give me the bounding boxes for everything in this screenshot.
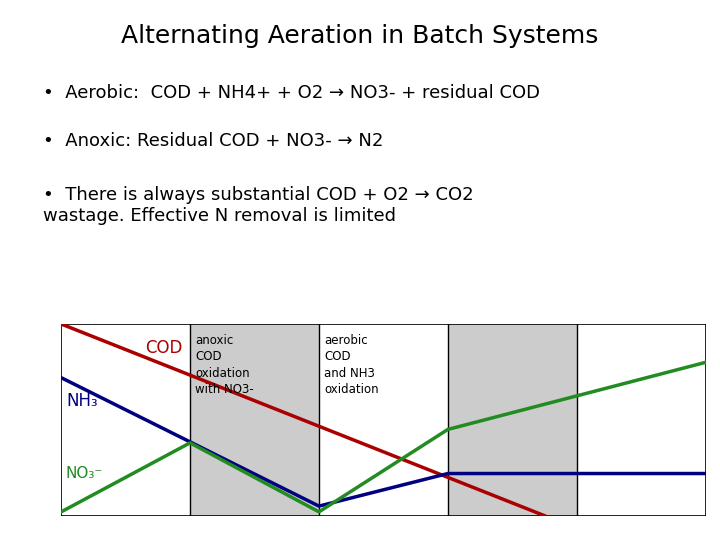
Bar — [190, 324, 319, 516]
Text: anoxic
COD
oxidation
with NO3-: anoxic COD oxidation with NO3- — [195, 334, 254, 396]
Text: •  Anoxic: Residual COD + NO3- → N2: • Anoxic: Residual COD + NO3- → N2 — [43, 132, 384, 150]
Text: NO₃⁻: NO₃⁻ — [65, 466, 102, 481]
Bar — [61, 324, 190, 516]
Text: Alternating Aeration in Batch Systems: Alternating Aeration in Batch Systems — [121, 24, 599, 48]
Text: •  Aerobic:  COD + NH4+ + O2 → NO3- + residual COD: • Aerobic: COD + NH4+ + O2 → NO3- + resi… — [43, 84, 540, 102]
Text: aerobic
COD
and NH3
oxidation: aerobic COD and NH3 oxidation — [324, 334, 379, 396]
Bar — [448, 324, 577, 516]
Bar — [577, 324, 706, 516]
Text: NH₃: NH₃ — [66, 392, 98, 410]
Text: COD: COD — [145, 339, 182, 357]
Text: •  There is always substantial COD + O2 → CO2
wastage. Effective N removal is li: • There is always substantial COD + O2 →… — [43, 186, 474, 225]
Bar — [319, 324, 448, 516]
